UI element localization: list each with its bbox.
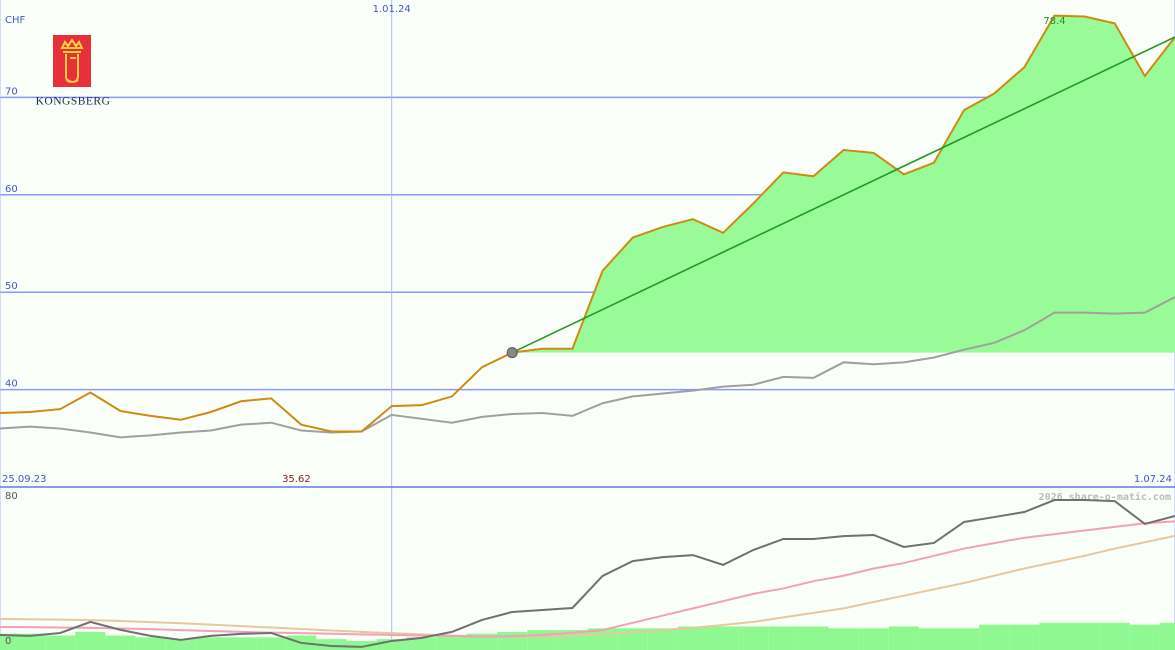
volume-bar (828, 628, 859, 650)
volume-bar (195, 637, 226, 650)
series-line (0, 499, 1175, 648)
volume-bar (497, 631, 528, 650)
volume-bar (15, 633, 46, 650)
volume-bar (1039, 622, 1070, 650)
volume-bar (75, 631, 106, 650)
series-line (0, 520, 1175, 638)
volume-bar (165, 639, 196, 650)
volume-bar (738, 626, 769, 650)
x-tick-label: 1.07.24 (1134, 474, 1172, 485)
trend-start (506, 347, 518, 359)
volume-bar (466, 633, 498, 650)
volume-bar (316, 639, 347, 650)
volume-bar (1099, 622, 1130, 650)
volume-bar (225, 637, 257, 650)
volume-bar (858, 628, 889, 650)
volume-bar (45, 635, 76, 650)
volume-bar (105, 635, 136, 650)
volume-bar (406, 637, 437, 650)
y-tick-label: 40 (5, 379, 18, 390)
y-tick-label: 80 (5, 491, 18, 502)
logo-emblem (60, 38, 84, 84)
series-line (0, 14, 1175, 433)
volume-bar (256, 637, 287, 650)
logo-text: KONGSBERG (36, 96, 111, 108)
y-tick-label: 70 (5, 86, 18, 97)
y-tick-label: 60 (5, 184, 18, 195)
low-label: 35.62 (282, 474, 311, 485)
volume-bar (949, 628, 980, 650)
volume-bar (135, 637, 166, 650)
volume-bar (798, 626, 829, 650)
volume-bar (527, 630, 558, 650)
logo-box (53, 35, 91, 87)
volume-bar (0, 633, 16, 650)
volume-bar (677, 626, 709, 650)
volume-bar (346, 640, 377, 650)
volume-bar (1009, 624, 1040, 650)
y-tick-label: 0 (5, 636, 11, 647)
volume-bar (1129, 624, 1160, 650)
volume-bar (1159, 622, 1175, 650)
x-tick-label: 25.09.23 (2, 474, 47, 485)
logo: KONGSBERG (36, 35, 111, 108)
volume-bar (708, 626, 739, 650)
volume-bar (918, 628, 950, 650)
series-line (0, 296, 1175, 439)
volume-bar (888, 626, 919, 650)
trend-line (511, 36, 1175, 354)
volume-bar (376, 639, 407, 650)
volume-bar (979, 624, 1010, 650)
volume-bar (768, 626, 799, 650)
series-line (0, 534, 1175, 638)
volume-bar (1069, 622, 1100, 650)
volume-bar (647, 628, 678, 650)
y-tick-label: 50 (5, 281, 18, 292)
y-axis-label: CHF (5, 15, 26, 26)
x-tick-label: 1.01.24 (373, 4, 411, 15)
volume-bar (436, 635, 467, 650)
gain-area (512, 15, 1175, 353)
high-label: 78.4 (1043, 16, 1065, 27)
